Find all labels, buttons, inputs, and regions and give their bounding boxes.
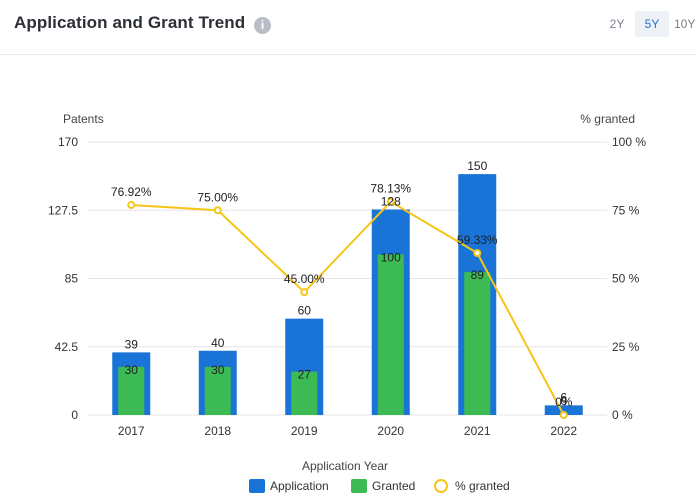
pct-granted-point	[300, 288, 309, 297]
info-icon[interactable]: i	[254, 17, 271, 34]
application-value-label: 60	[298, 304, 312, 318]
application-bar	[544, 405, 583, 415]
pct-granted-point	[559, 411, 568, 419]
granted-bar	[464, 272, 491, 415]
x-tick-label: 2020	[377, 424, 404, 438]
x-tick-label: 2018	[204, 424, 231, 438]
y-tick-label-right: 50 %	[612, 272, 640, 286]
legend-application-swatch	[249, 479, 265, 493]
granted-bar	[204, 366, 231, 415]
y-tick-label-right: 75 %	[612, 203, 640, 217]
pct-granted-point	[213, 206, 222, 215]
granted-bar	[118, 366, 145, 415]
y-tick-label-left: 42.5	[55, 340, 79, 354]
x-tick-label: 2022	[550, 424, 577, 438]
legend-pct-granted: % granted	[434, 479, 510, 493]
granted-value-label: 0	[560, 394, 567, 408]
y-tick-label-right: 0 %	[612, 408, 633, 422]
pct-granted-value-label: 78.13%	[370, 182, 411, 196]
granted-value-label: 100	[381, 250, 401, 264]
bars-layer	[112, 174, 583, 415]
y-tick-label-left: 0	[71, 408, 78, 422]
range-tab-2y[interactable]: 2Y	[609, 17, 625, 31]
application-value-label: 39	[125, 337, 139, 351]
y-tick-label-left: 170	[58, 135, 78, 149]
granted-bar	[377, 254, 404, 415]
pct-granted-value-label: 76.92%	[111, 185, 152, 199]
axis-layer: 0 0 % 42.5 25 % 85 50 % 127.5 75 % 170 100 % Paten…	[48, 112, 646, 473]
application-value-label: 6	[560, 390, 567, 404]
application-value-label: 40	[211, 336, 225, 350]
y-axis-title-right: % granted	[580, 112, 635, 126]
legend-pct-granted-swatch	[434, 479, 448, 493]
legend-granted-label: Granted	[372, 479, 415, 493]
chart-title: Application and Grant Trend	[14, 13, 246, 32]
pct-granted-value-label: 45.00%	[284, 272, 325, 286]
x-tick-label: 2021	[464, 424, 491, 438]
legend-granted-swatch	[351, 479, 367, 493]
trend-chart: 393076.92%403075.00%602745.00%12810078.1…	[48, 112, 646, 493]
application-value-label: 150	[467, 159, 487, 173]
x-axis-title: Application Year	[302, 459, 388, 473]
x-tick-label: 2019	[291, 424, 318, 438]
legend-application-label: Application	[270, 479, 329, 493]
grid-layer	[88, 141, 607, 416]
y-tick-label-left: 127.5	[48, 203, 78, 217]
pct-granted-value-label: 59.33%	[457, 233, 498, 247]
y-tick-label-right: 25 %	[612, 340, 640, 354]
pct-granted-point	[386, 197, 395, 206]
legend-layer: Application Granted % granted	[249, 479, 510, 493]
granted-value-label: 30	[211, 363, 225, 377]
granted-value-label: 30	[125, 363, 139, 377]
pct-granted-value-label: 75.00%	[197, 190, 238, 204]
granted-value-label: 27	[298, 368, 312, 382]
y-axis-title-left: Patents	[63, 112, 104, 126]
y-tick-label-right: 100 %	[612, 135, 646, 149]
range-tab-10y[interactable]: 10Y	[674, 17, 696, 31]
x-tick-label: 2017	[118, 424, 145, 438]
legend-granted: Granted	[351, 479, 415, 493]
pct-granted-value-label: 0%	[555, 395, 573, 409]
pct-granted-line	[131, 200, 565, 416]
legend-pct-granted-label: % granted	[455, 479, 510, 493]
legend-application: Application	[249, 479, 329, 493]
range-tab-5y[interactable]: 5Y	[635, 11, 669, 37]
pct-granted-point	[127, 201, 136, 210]
labels-layer: 39 30 76.92% 40 30 75.00% 60 27 45.00% 128 100 78.1…	[111, 159, 573, 409]
chart-header: Application and Grant Trend i 2Y 5Y 10Y	[0, 0, 696, 55]
pct-granted-point	[473, 249, 482, 258]
y-tick-label-left: 85	[65, 272, 79, 286]
line-layer	[127, 197, 568, 419]
granted-value-label: 89	[471, 268, 485, 282]
application-value-label: 128	[381, 194, 401, 208]
granted-bar	[291, 371, 318, 415]
